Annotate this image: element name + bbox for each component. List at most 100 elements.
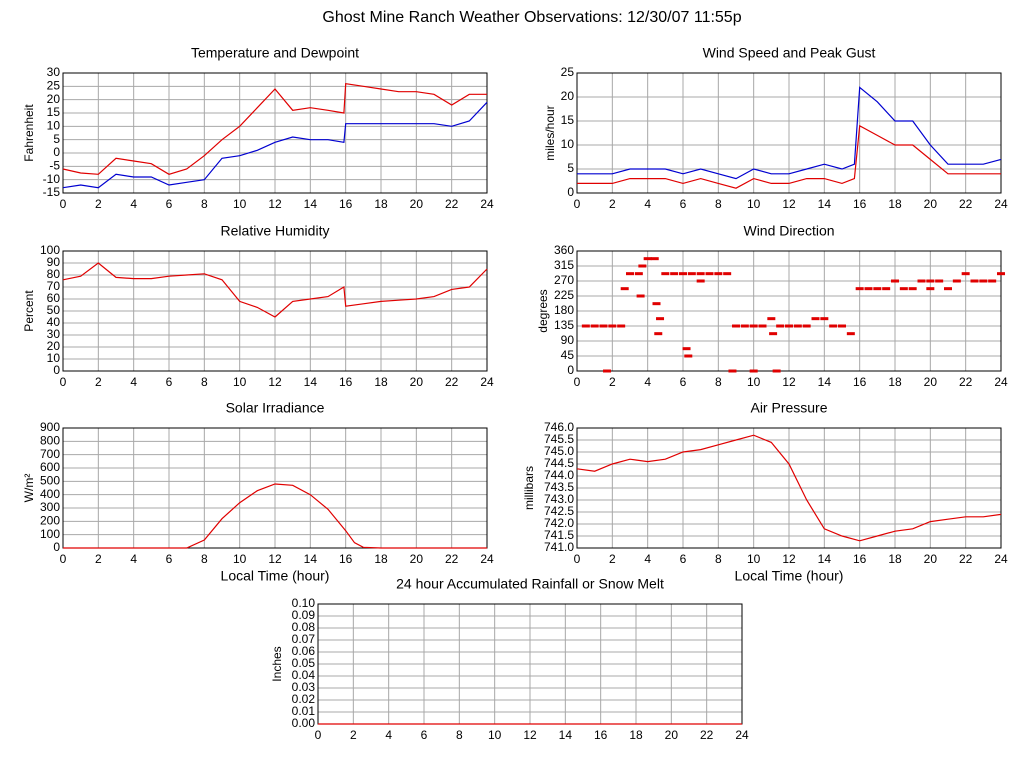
x-tick-label: 12: [268, 375, 282, 389]
data-point: [650, 257, 659, 261]
data-point: [961, 272, 970, 276]
x-tick-label: 2: [609, 552, 616, 566]
x-tick-label: 16: [853, 197, 867, 211]
x-tick-label: 22: [959, 375, 973, 389]
x-tick-label: 12: [782, 375, 796, 389]
data-point: [811, 317, 820, 321]
x-tick-label: 20: [924, 375, 938, 389]
y-tick-label: 10: [47, 119, 61, 133]
y-tick-label: 270: [554, 273, 574, 287]
x-tick-label: 16: [594, 728, 608, 742]
y-axis-label: W/m²: [22, 474, 36, 503]
chart-title: Air Pressure: [750, 400, 827, 416]
data-point: [899, 287, 908, 291]
data-point: [696, 272, 705, 276]
x-tick-label: 6: [166, 552, 173, 566]
y-tick-label: 180: [554, 303, 574, 317]
y-tick-label: 0: [567, 363, 574, 377]
data-point: [617, 324, 626, 328]
x-tick-label: 6: [680, 552, 687, 566]
y-tick-label: 744.5: [544, 456, 574, 470]
y-tick-label: 500: [40, 474, 60, 488]
data-point: [656, 317, 665, 321]
x-tick-label: 2: [350, 728, 357, 742]
x-tick-label: 14: [818, 197, 832, 211]
x-tick-label: 10: [747, 552, 761, 566]
y-tick-label: 0.07: [292, 632, 316, 646]
y-tick-label: 20: [561, 89, 575, 103]
x-tick-label: 8: [201, 197, 208, 211]
y-tick-label: 45: [561, 348, 575, 362]
y-tick-label: 15: [561, 113, 575, 127]
data-point: [935, 279, 944, 283]
data-point: [603, 369, 612, 373]
data-point: [891, 279, 899, 283]
x-tick-label: 14: [818, 375, 832, 389]
y-tick-label: 135: [554, 318, 574, 332]
x-tick-label: 6: [680, 197, 687, 211]
x-tick-label: 10: [488, 728, 502, 742]
x-tick-label: 20: [410, 375, 424, 389]
y-tick-label: 20: [47, 92, 61, 106]
x-tick-label: 20: [924, 552, 938, 566]
x-tick-label: 4: [130, 375, 137, 389]
x-tick-label: 2: [95, 375, 102, 389]
data-point: [654, 332, 663, 336]
data-line: [62, 83, 487, 175]
data-point: [952, 279, 961, 283]
y-tick-label: 10: [561, 137, 575, 151]
x-tick-label: 24: [480, 552, 494, 566]
data-point: [740, 324, 749, 328]
x-tick-label: 20: [410, 197, 424, 211]
y-tick-label: 0.01: [292, 704, 316, 718]
y-tick-label: -5: [49, 159, 60, 173]
y-tick-label: 30: [47, 327, 61, 341]
x-tick-label: 24: [994, 375, 1008, 389]
y-tick-label: 0.03: [292, 680, 316, 694]
data-point: [679, 272, 687, 276]
x-tick-label: 2: [609, 375, 616, 389]
x-tick-label: 12: [782, 552, 796, 566]
x-tick-label: 6: [421, 728, 428, 742]
x-tick-label: 4: [130, 197, 137, 211]
data-point: [758, 324, 767, 328]
x-tick-label: 16: [339, 552, 353, 566]
y-tick-label: 0: [53, 540, 60, 554]
x-tick-label: 4: [130, 552, 137, 566]
page-title: Ghost Mine Ranch Weather Observations: 1…: [322, 9, 741, 26]
y-tick-label: 80: [47, 267, 61, 281]
x-tick-label: 10: [233, 552, 247, 566]
y-axis-label: Fahrenheit: [22, 104, 36, 162]
data-line: [577, 124, 1001, 189]
x-tick-label: 2: [95, 197, 102, 211]
x-tick-label: 22: [445, 375, 459, 389]
x-tick-label: 16: [339, 375, 353, 389]
x-tick-label: 14: [304, 552, 318, 566]
data-point: [802, 324, 811, 328]
plot-frame: [576, 427, 1002, 549]
data-point: [793, 324, 802, 328]
y-tick-label: 10: [47, 351, 61, 365]
y-tick-label: 15: [47, 105, 61, 119]
x-tick-label: 24: [735, 728, 749, 742]
y-tick-label: 900: [40, 420, 60, 434]
data-point: [705, 272, 714, 276]
y-tick-label: 0.08: [292, 620, 316, 634]
y-tick-label: -10: [43, 172, 61, 186]
x-tick-label: 18: [629, 728, 643, 742]
chart-title: Solar Irradiance: [226, 400, 325, 416]
x-tick-label: 18: [374, 197, 388, 211]
plot-frame: [62, 427, 488, 549]
data-point: [634, 272, 643, 276]
data-line: [62, 101, 488, 189]
y-tick-label: 225: [554, 288, 574, 302]
x-tick-label: 8: [201, 375, 208, 389]
chart: Air Pressure 741.0741.5742.0742.5743.0743…: [522, 400, 1008, 584]
plot-frame: [576, 250, 1002, 372]
y-tick-label: 743.0: [544, 492, 574, 506]
chart: Temperature and Dewpoint-15-10-505101520…: [22, 45, 494, 211]
y-tick-label: 0.02: [292, 692, 316, 706]
data-point: [926, 287, 935, 291]
data-point: [620, 287, 629, 291]
data-point: [670, 272, 679, 276]
